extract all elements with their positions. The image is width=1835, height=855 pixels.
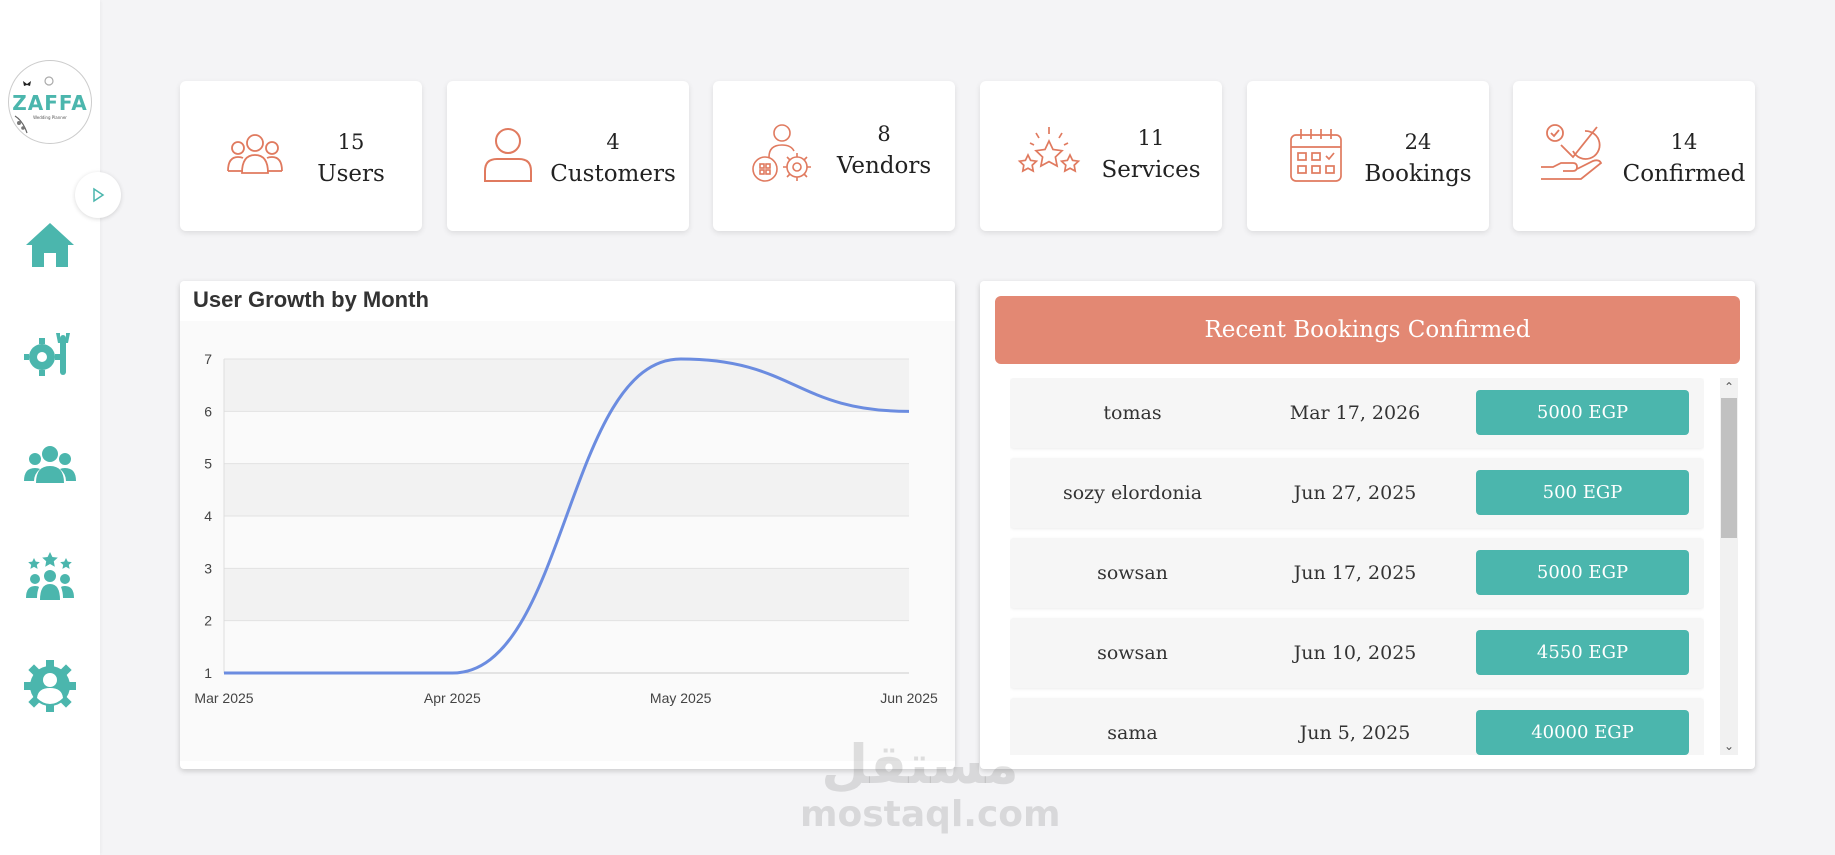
x-tick-label: Jun 2025 — [880, 690, 938, 706]
y-tick-label: 4 — [204, 508, 212, 524]
stat-text: 11 Services — [1080, 126, 1222, 187]
stat-value: 11 — [1137, 126, 1165, 150]
team-stars-icon[interactable] — [24, 550, 76, 602]
bookings-list[interactable]: tomas Mar 17, 2026 5000 EGP sozy elordon… — [1010, 378, 1704, 755]
users-outline-icon — [227, 134, 283, 174]
stat-value: 4 — [606, 130, 620, 154]
chart-grid-band — [224, 516, 909, 569]
stat-value: 14 — [1670, 130, 1698, 154]
y-tick-label: 2 — [204, 613, 212, 629]
booking-name: sozy elordonia — [1062, 482, 1203, 504]
mostaql-watermark: مستقل mostaql.com — [800, 733, 1061, 835]
booking-name: sowsan — [1097, 562, 1168, 584]
play-arrow-icon — [93, 187, 105, 203]
booking-amount-button[interactable]: 4550 EGP — [1476, 630, 1689, 675]
booking-row[interactable]: sowsan Jun 10, 2025 4550 EGP — [1010, 618, 1704, 688]
stat-label: Confirmed — [1622, 161, 1746, 187]
booking-date: Jun 17, 2025 — [1293, 562, 1417, 584]
stat-text: 14 Confirmed — [1613, 127, 1755, 191]
x-tick-label: Mar 2025 — [194, 690, 253, 706]
booking-name: tomas — [1103, 402, 1162, 424]
y-tick-label: 5 — [204, 456, 212, 472]
watermark-arabic: مستقل — [821, 733, 1019, 796]
scroll-down-icon[interactable]: ⌄ — [1723, 739, 1735, 753]
booking-date: Jun 5, 2025 — [1299, 722, 1411, 744]
stat-text: 4 Customers — [537, 127, 689, 191]
stat-value: 8 — [877, 122, 891, 146]
booking-row[interactable]: sozy elordonia Jun 27, 2025 500 EGP — [1010, 458, 1704, 528]
booking-row[interactable]: sama Jun 5, 2025 40000 EGP — [1010, 698, 1704, 755]
y-tick-label: 3 — [204, 560, 212, 576]
booking-row[interactable]: sowsan Jun 17, 2025 5000 EGP — [1010, 538, 1704, 608]
stars-icon — [1017, 127, 1081, 173]
scrollbar-thumb[interactable] — [1721, 398, 1737, 538]
y-tick-label: 1 — [204, 665, 212, 681]
chart-grid-band — [224, 359, 909, 412]
stat-card-vendors[interactable]: 8 Vendors — [713, 81, 955, 231]
stat-text: 24 Bookings — [1347, 127, 1489, 191]
watermark-latin: mostaql.com — [800, 794, 1061, 835]
series-line — [223, 357, 910, 675]
users-icon[interactable] — [24, 439, 76, 491]
stat-text: 8 Vendors — [813, 122, 955, 183]
booking-date: Jun 27, 2025 — [1293, 482, 1417, 504]
recent-bookings-panel: Recent Bookings Confirmed tomas Mar 17, … — [980, 281, 1755, 769]
booking-name: sowsan — [1097, 642, 1168, 664]
chart-grid-band — [224, 411, 909, 464]
sidebar: ZAFFA Wedding Planner — [0, 0, 121, 855]
scroll-up-icon[interactable]: ⌃ — [1723, 380, 1735, 394]
user-growth-chart: 1 2 3 4 5 6 7 Mar 2025 Apr 2025 May 2025 Jun 2025 — [180, 321, 955, 761]
stat-card-bookings[interactable]: 24 Bookings — [1247, 81, 1489, 231]
x-tick-label: May 2025 — [650, 690, 712, 706]
booking-amount-button[interactable]: 5000 EGP — [1476, 390, 1689, 435]
person-outline-icon — [484, 128, 532, 182]
y-tick-label: 6 — [204, 403, 212, 419]
calendar-icon — [1290, 129, 1342, 182]
stat-card-users[interactable]: 15 Users — [180, 81, 422, 231]
chart-grid-band — [224, 463, 909, 516]
tools-icon[interactable] — [24, 329, 76, 381]
vendor-gear-icon — [752, 124, 811, 182]
stat-label: Vendors — [836, 153, 932, 179]
zaffa-logo[interactable]: ZAFFA Wedding Planner — [8, 60, 92, 144]
booking-amount-button[interactable]: 5000 EGP — [1476, 550, 1689, 595]
bookings-scrollbar[interactable]: ⌃ ⌄ — [1720, 378, 1738, 755]
booking-row[interactable]: tomas Mar 17, 2026 5000 EGP — [1010, 378, 1704, 448]
stat-text: 15 Users — [280, 127, 422, 191]
chart-grid-band — [224, 620, 909, 673]
sidebar-toggle-button[interactable] — [75, 172, 121, 218]
home-icon[interactable] — [24, 219, 76, 271]
user-growth-chart-panel: User Growth by Month 1 2 3 4 5 6 7 Mar 2025 Apr … — [180, 281, 955, 769]
stat-card-confirmed[interactable]: 14 Confirmed — [1513, 81, 1755, 231]
chart-grid-band — [224, 568, 909, 621]
stat-value: 24 — [1404, 130, 1432, 154]
stat-label: Services — [1101, 157, 1201, 183]
user-gear-icon[interactable] — [24, 660, 76, 712]
y-tick-label: 7 — [204, 351, 212, 367]
stat-card-services[interactable]: 11 Services — [980, 81, 1222, 231]
stat-label: Bookings — [1364, 161, 1472, 187]
stat-card-customers[interactable]: 4 Customers — [447, 81, 689, 231]
booking-date: Mar 17, 2026 — [1289, 402, 1421, 424]
logo-text: ZAFFA — [12, 91, 88, 115]
booking-amount-button[interactable]: 500 EGP — [1476, 470, 1689, 515]
logo-subtitle: Wedding Planner — [33, 115, 67, 120]
stat-value: 15 — [337, 130, 365, 154]
booking-amount-button[interactable]: 40000 EGP — [1476, 710, 1689, 755]
hand-check-icon — [1541, 124, 1603, 180]
booking-date: Jun 10, 2025 — [1293, 642, 1417, 664]
booking-name: sama — [1107, 722, 1158, 744]
logo-floral-icon — [14, 76, 54, 134]
stat-label: Customers — [550, 161, 676, 187]
x-tick-label: Apr 2025 — [424, 690, 481, 706]
chart-title: User Growth by Month — [193, 287, 429, 312]
recent-bookings-title: Recent Bookings Confirmed — [995, 296, 1740, 364]
stat-label: Users — [317, 161, 385, 187]
